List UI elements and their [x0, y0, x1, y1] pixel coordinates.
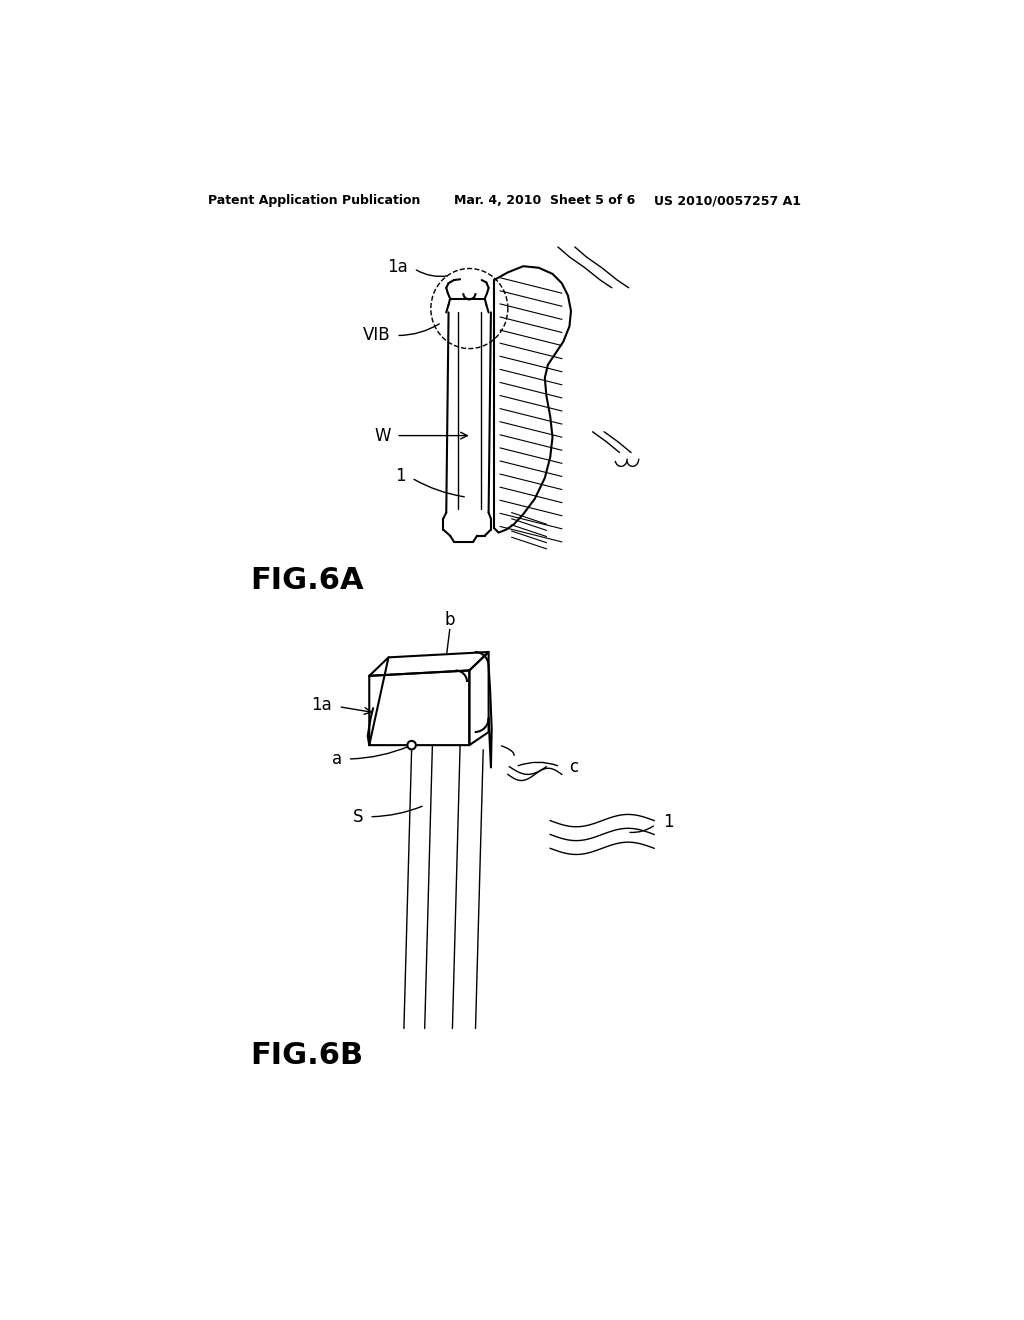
Text: VIB: VIB — [364, 326, 391, 345]
Circle shape — [408, 741, 416, 750]
Text: b: b — [444, 611, 456, 630]
Text: 1: 1 — [664, 813, 674, 832]
Text: US 2010/0057257 A1: US 2010/0057257 A1 — [654, 194, 801, 207]
Text: S: S — [353, 808, 364, 826]
Text: FIG.6B: FIG.6B — [250, 1041, 364, 1071]
Text: a: a — [332, 750, 342, 768]
Text: 1: 1 — [395, 467, 407, 484]
Text: W: W — [375, 426, 391, 445]
Text: 1a: 1a — [311, 696, 333, 714]
Text: 1a: 1a — [387, 257, 408, 276]
Text: FIG.6A: FIG.6A — [250, 566, 364, 595]
Text: Mar. 4, 2010  Sheet 5 of 6: Mar. 4, 2010 Sheet 5 of 6 — [454, 194, 635, 207]
Text: Patent Application Publication: Patent Application Publication — [208, 194, 420, 207]
Text: c: c — [569, 758, 579, 776]
